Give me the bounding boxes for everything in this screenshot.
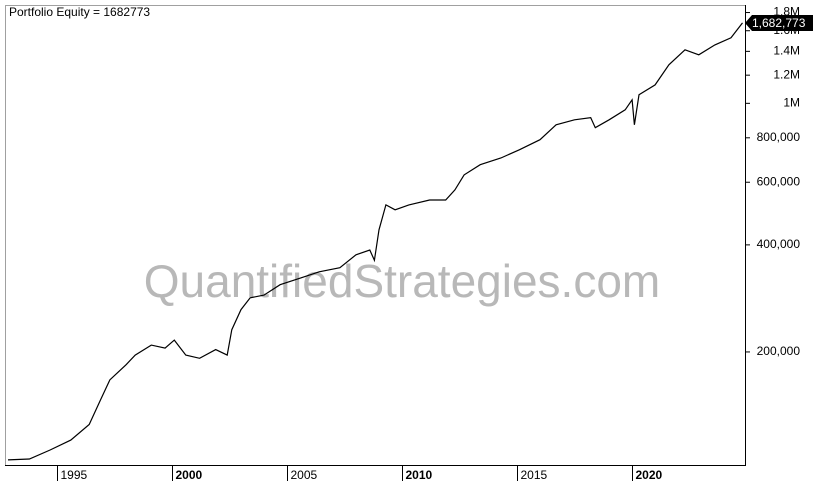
last-value-label: 1,682,773 [752, 16, 806, 30]
y-tick-label: 1.4M [773, 44, 800, 58]
y-tick-label: 600,000 [757, 174, 801, 188]
y-tick-label: 800,000 [757, 130, 801, 144]
y-tick-label: 1.2M [773, 67, 800, 81]
x-tick-label: 2015 [521, 468, 548, 482]
x-tick-label: 2010 [406, 468, 433, 482]
y-tick-label: 200,000 [757, 344, 801, 358]
equity-line [7, 22, 743, 461]
x-tick-label: 2005 [291, 468, 318, 482]
y-tick-label: 1M [783, 96, 800, 110]
watermark: QuantifiedStrategies.com [144, 255, 661, 307]
x-tick-label: 2000 [176, 468, 203, 482]
chart-title: Portfolio Equity = 1682773 [9, 5, 150, 19]
last-value-marker [745, 14, 813, 31]
y-tick-label: 400,000 [757, 237, 801, 251]
x-tick-label: 2020 [636, 468, 663, 482]
x-tick-label: 1995 [61, 468, 88, 482]
